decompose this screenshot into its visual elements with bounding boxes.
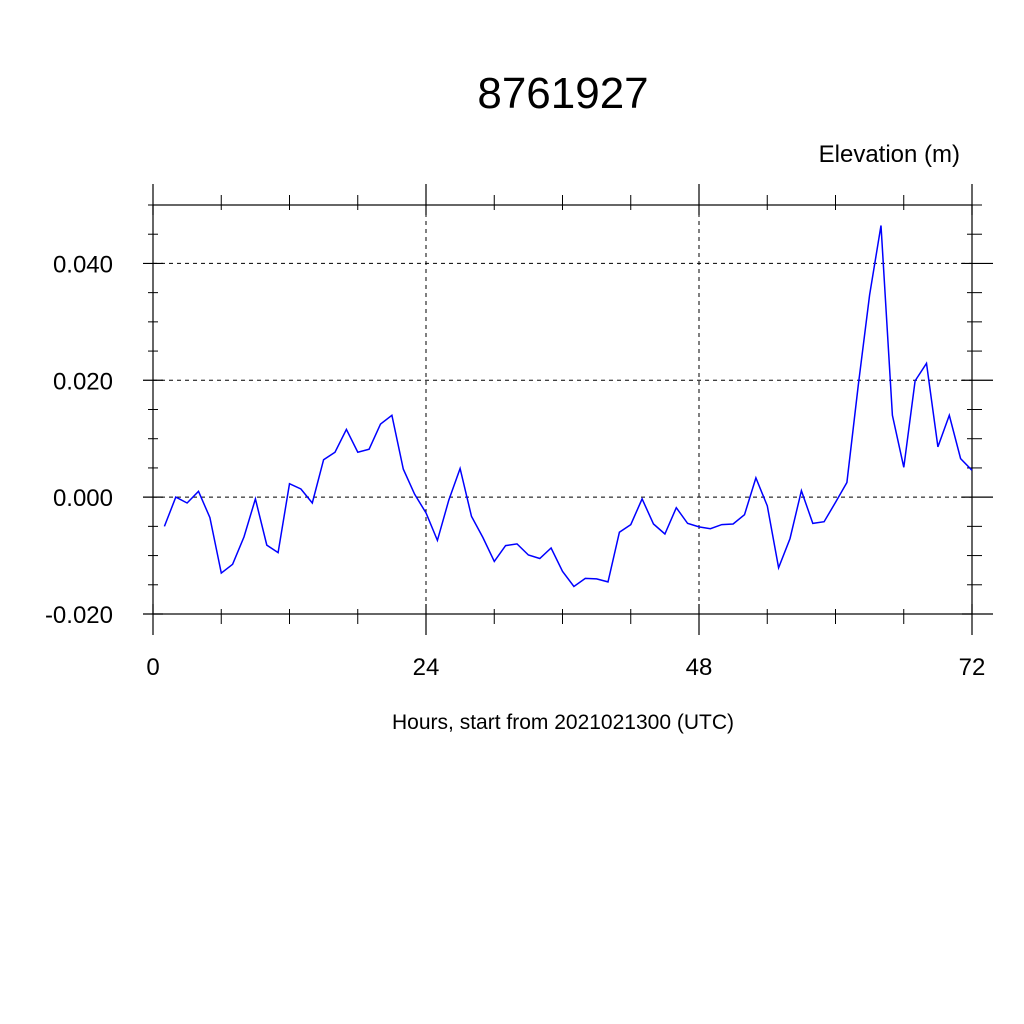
x-tick-label: 24 bbox=[413, 654, 440, 681]
y-tick-label: 0.020 bbox=[53, 368, 113, 395]
plot-frame bbox=[152, 204, 973, 615]
chart-title: 8761927 bbox=[477, 69, 648, 118]
x-tick-label: 0 bbox=[146, 654, 159, 681]
grid-lines bbox=[152, 205, 973, 615]
axis-ticks bbox=[143, 184, 993, 635]
elevation-series-line bbox=[163, 225, 973, 588]
y-tick-label: 0.040 bbox=[53, 251, 113, 278]
y-tick-label: -0.020 bbox=[45, 602, 113, 629]
series-layer bbox=[163, 225, 973, 588]
x-tick-label: 72 bbox=[959, 654, 986, 681]
y-tick-label: 0.000 bbox=[53, 485, 113, 512]
units-label: Elevation (m) bbox=[819, 141, 960, 168]
tick-labels: -0.020 0.000 0.020 0.040 0 24 48 72 bbox=[45, 251, 985, 681]
x-axis-label: Hours, start from 2021021300 (UTC) bbox=[392, 711, 734, 734]
x-tick-label: 48 bbox=[686, 654, 713, 681]
